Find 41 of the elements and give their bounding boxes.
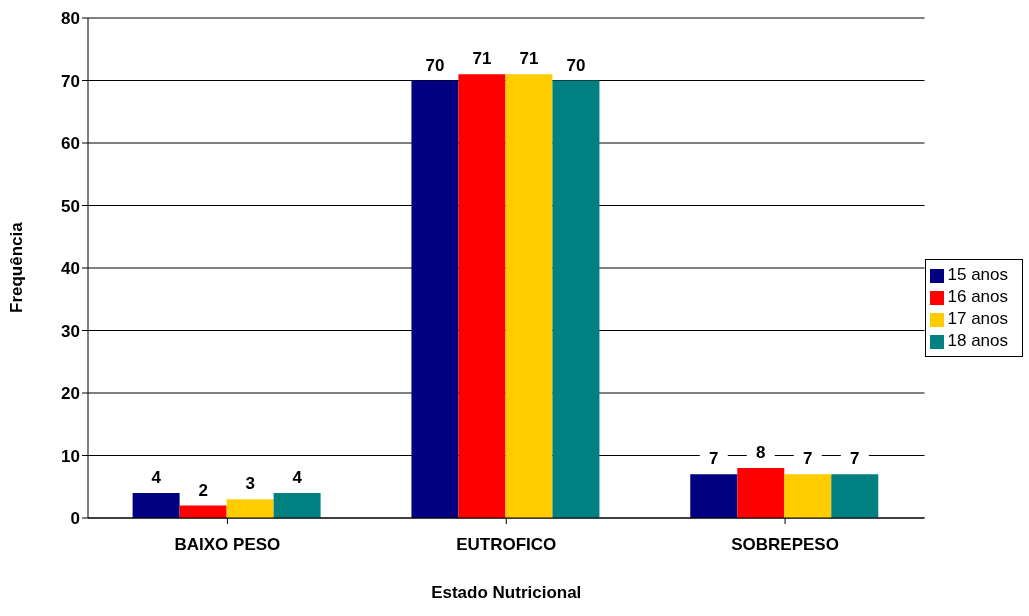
data-label: 2 [198,480,208,500]
legend-label: 18 anos [947,331,1008,350]
y-tick-label: 20 [61,384,80,404]
y-tick-label: 70 [61,71,80,91]
bar [132,493,180,518]
y-tick-label: 50 [61,196,80,216]
legend-label: 16 anos [947,287,1008,306]
data-label: 4 [151,468,162,487]
data-label: 71 [519,49,539,69]
bar [831,474,879,518]
x-tick-label: BAIXO PESO [174,535,281,555]
bar [411,80,459,518]
y-tick-label: 0 [70,509,80,529]
data-label: 70 [566,55,586,75]
bar [737,468,785,518]
y-tick-label: 10 [61,446,80,466]
y-axis-title: Frequência [7,221,27,313]
data-label: 7 [803,449,813,469]
legend-label: 15 anos [947,265,1008,284]
x-axis-title: Estado Nutricional [431,583,582,602]
x-tick-label: SOBREPESO [731,535,839,555]
bar [505,74,553,518]
y-tick-label: 60 [61,134,80,154]
data-label: 71 [472,49,492,69]
bar [458,74,506,518]
data-label: 7 [850,449,860,469]
y-tick-label: 80 [61,9,80,29]
data-label: 70 [425,55,445,75]
bar [273,493,321,518]
bar [784,474,832,518]
data-label: 3 [245,474,255,494]
bar [690,474,738,518]
bar [552,80,600,518]
y-tick-label: 30 [61,321,80,341]
data-label: 8 [756,443,766,462]
data-label: 4 [292,468,303,487]
bar [226,499,274,518]
x-tick-label: EUTROFICO [456,535,557,555]
data-label: 7 [709,449,719,469]
y-tick-label: 40 [61,259,80,279]
legend-label: 17 anos [947,309,1008,328]
